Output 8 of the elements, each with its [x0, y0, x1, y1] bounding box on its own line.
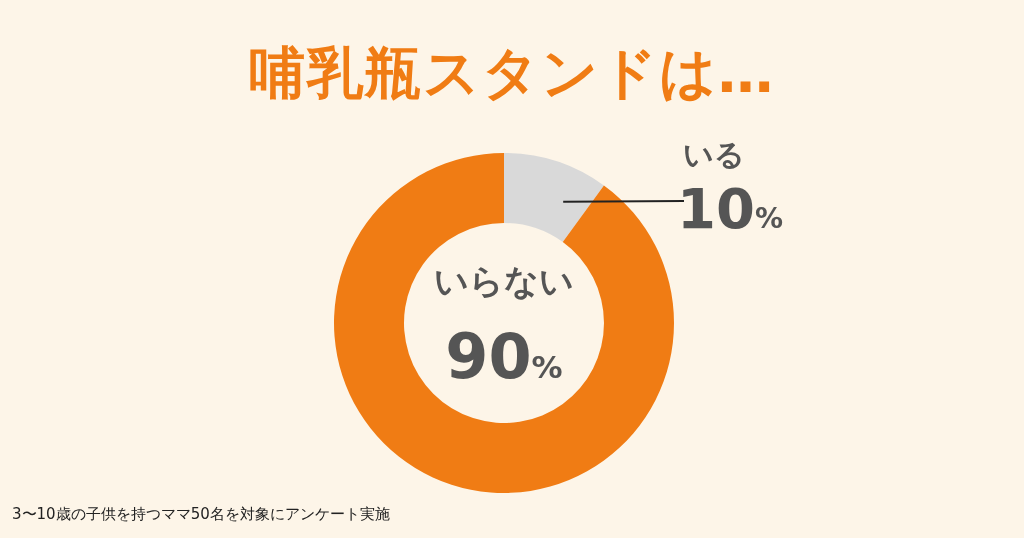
text: 3〜10歳の子供を持つママ50名を対象にアンケート実施 — [12, 505, 390, 524]
donut-slice — [334, 153, 674, 493]
chart-title: 哺乳瓶スタンドは… — [247, 39, 777, 107]
donut-slice — [504, 153, 604, 243]
slice-label: いる — [683, 137, 745, 172]
data-label: 90% — [445, 320, 563, 393]
data-label: 10% — [677, 176, 783, 241]
slice-label: いらない — [434, 261, 574, 301]
